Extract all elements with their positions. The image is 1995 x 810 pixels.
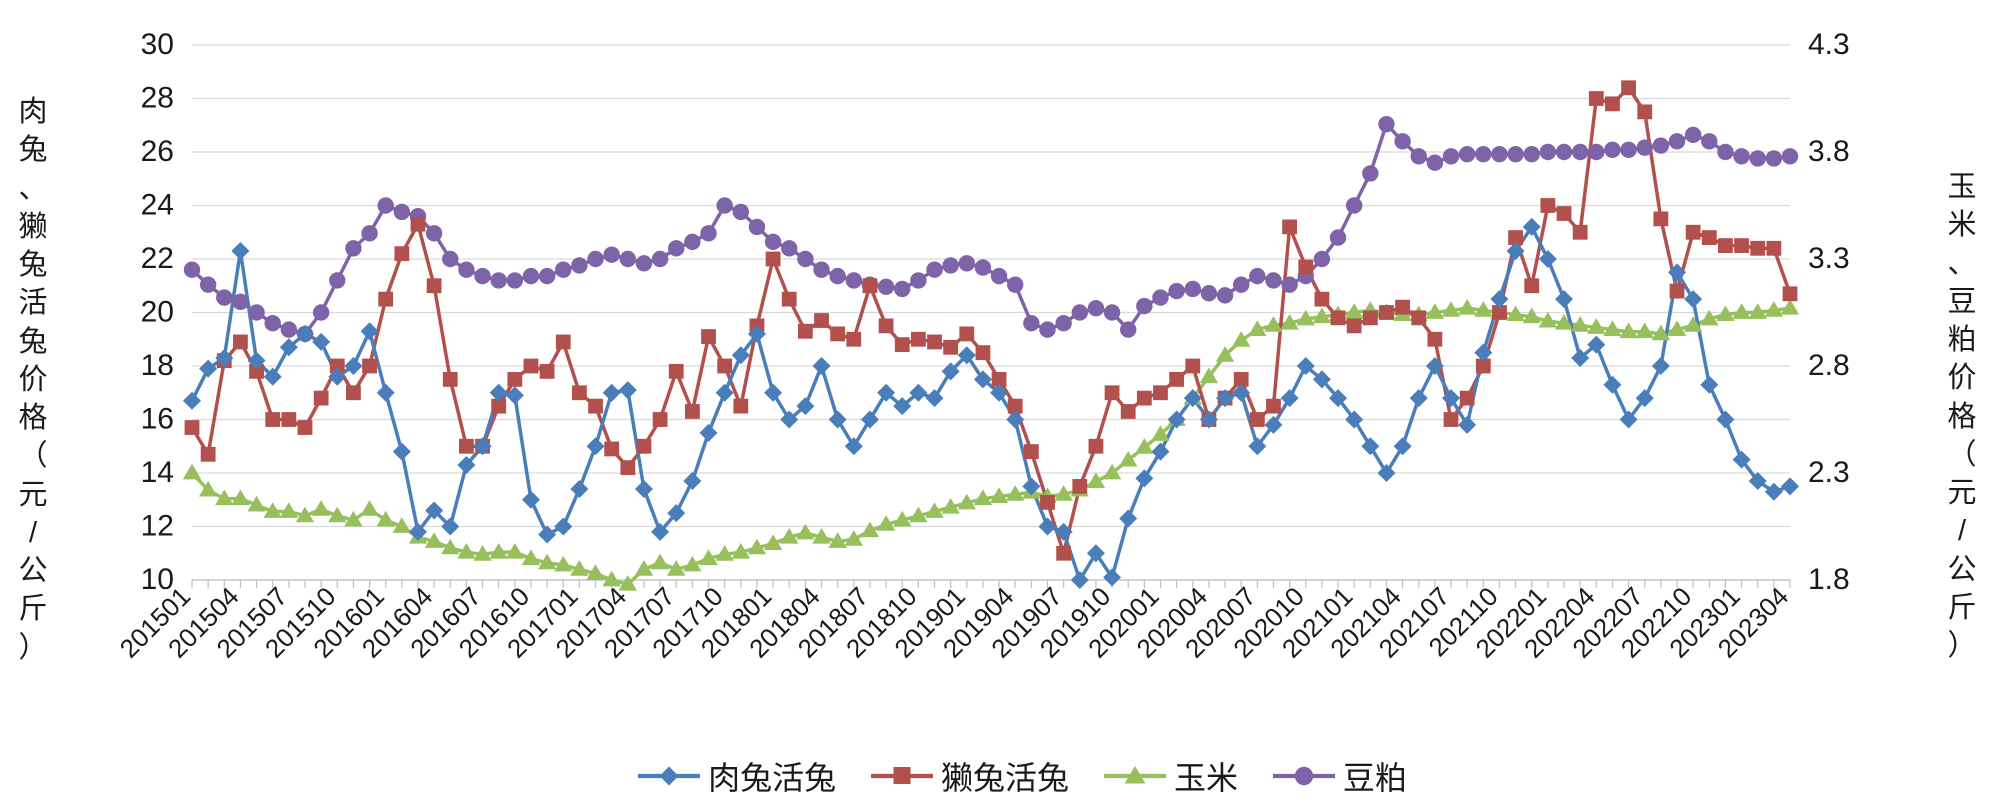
svg-text:28: 28 (141, 82, 174, 115)
svg-text:12: 12 (141, 510, 174, 543)
svg-text:22: 22 (141, 242, 174, 275)
svg-text:24: 24 (141, 189, 174, 222)
svg-text:16: 16 (141, 403, 174, 436)
svg-text:18: 18 (141, 349, 174, 382)
svg-text:30: 30 (141, 28, 174, 61)
svg-text:4.3: 4.3 (1808, 28, 1850, 61)
svg-text:14: 14 (141, 456, 174, 489)
svg-text:26: 26 (141, 135, 174, 168)
svg-text:2.3: 2.3 (1808, 456, 1850, 489)
svg-text:3.3: 3.3 (1808, 242, 1850, 275)
svg-text:3.8: 3.8 (1808, 135, 1850, 168)
svg-text:20: 20 (141, 296, 174, 329)
svg-text:2.8: 2.8 (1808, 349, 1850, 382)
svg-text:1.8: 1.8 (1808, 563, 1850, 596)
